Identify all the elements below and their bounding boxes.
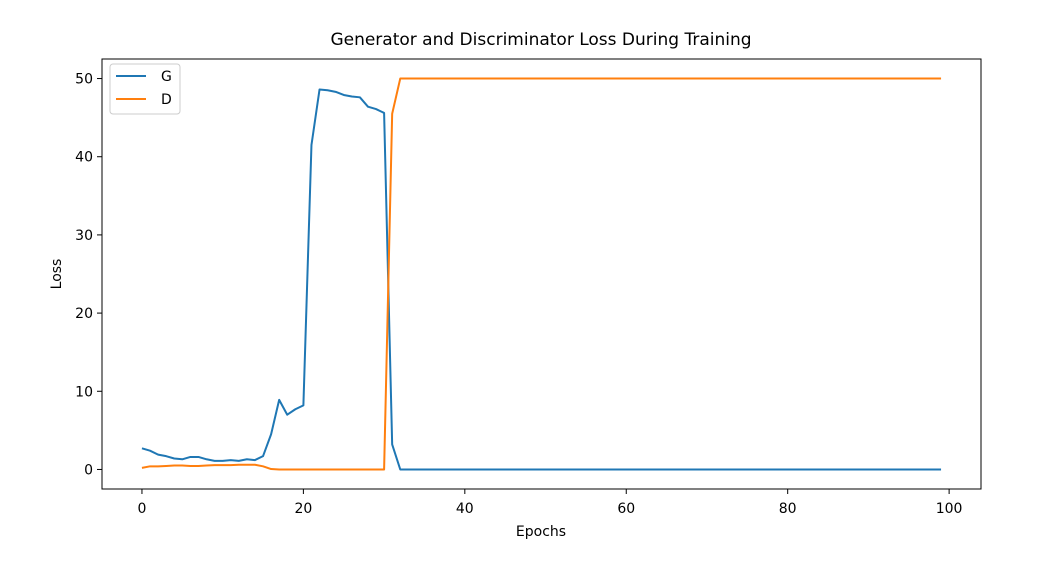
y-tick-label: 10 — [75, 384, 93, 400]
y-axis-label: Loss — [49, 259, 65, 290]
y-tick-label: 20 — [75, 306, 93, 322]
x-tick-label: 80 — [779, 501, 797, 517]
plot-area-frame — [101, 58, 982, 490]
legend-label-d: D — [161, 92, 172, 108]
chart-title: Generator and Discriminator Loss During … — [330, 30, 751, 50]
y-tick-label: 50 — [75, 72, 93, 88]
y-tick-label: 40 — [75, 150, 93, 166]
x-tick-label: 0 — [137, 501, 146, 517]
series-line-d — [141, 77, 942, 471]
x-tick-label: 20 — [294, 501, 312, 517]
series-lines — [141, 77, 942, 471]
x-tick-label: 60 — [617, 501, 635, 517]
y-axis: 0 10 20 30 40 50 — [75, 72, 102, 478]
x-tick-label: 100 — [936, 501, 963, 517]
legend: GD — [109, 63, 181, 115]
series-line-g — [141, 88, 942, 471]
legend-label-g: G — [161, 69, 172, 85]
y-tick-label: 0 — [84, 462, 93, 478]
y-tick-label: 30 — [75, 228, 93, 244]
x-tick-label: 40 — [456, 501, 474, 517]
x-axis-label: Epochs — [516, 524, 566, 540]
x-axis: 0 20 40 60 80 100 — [137, 489, 962, 517]
